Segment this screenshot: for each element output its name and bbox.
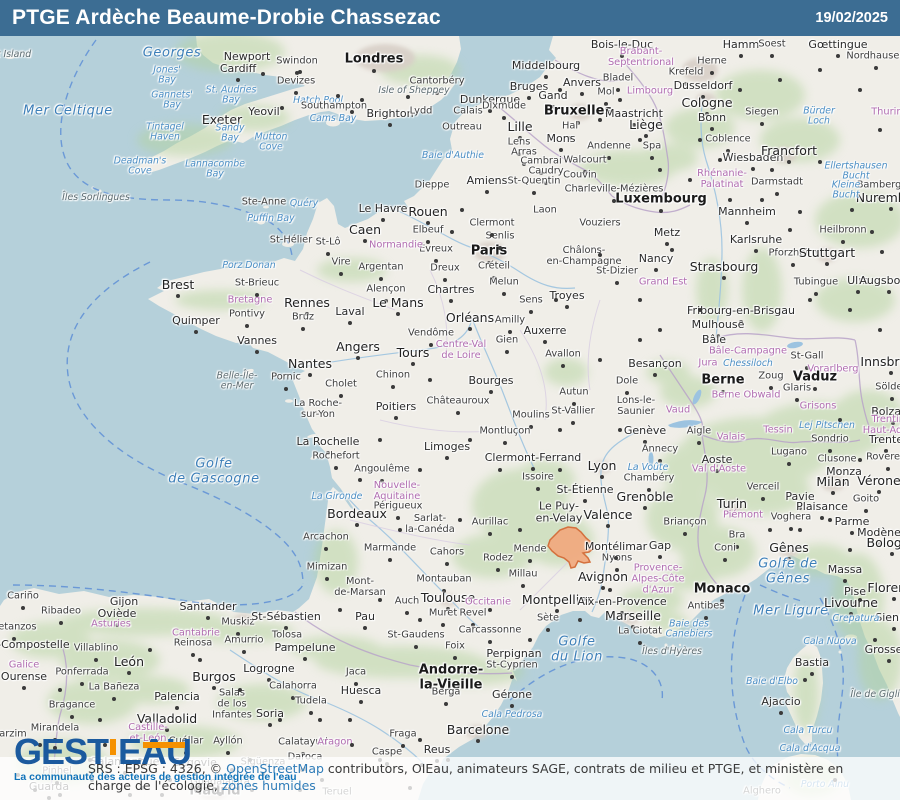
attribution-bar: SRS : EPSG : 4326, © OpenStreetMap contr…: [0, 757, 900, 800]
lake-geneva: [668, 420, 703, 428]
wetlands-link[interactable]: zones humides: [221, 778, 316, 794]
page-title: PTGE Ardèche Beaume-Drobie Chassezac: [12, 6, 441, 29]
rivers: [229, 94, 723, 766]
gesteau-logo-text: GEST EAU: [14, 731, 192, 772]
belle-ile-island: [242, 368, 254, 376]
logo-dash-mark: [143, 742, 185, 748]
country-borders: [49, 59, 876, 791]
isle-of-wight: [326, 119, 340, 127]
osm-link[interactable]: OpenStreetMap: [226, 761, 324, 777]
header-date: 19/02/2025: [815, 10, 888, 26]
attribution-text: SRS : EPSG : 4326, © OpenStreetMap contr…: [88, 761, 890, 795]
header-bar: PTGE Ardèche Beaume-Drobie Chassezac 19/…: [0, 0, 900, 36]
attribution-prefix: SRS : EPSG : 4326, ©: [88, 761, 227, 777]
attribution-middle: contributors, OIEau, animateurs SAGE, co…: [88, 761, 844, 794]
logo-apostrophe-mark: [110, 739, 117, 755]
jersey-island: [282, 241, 294, 247]
gesteau-logo[interactable]: GEST EAU La communauté des acteurs de ges…: [14, 731, 297, 784]
logo-tagline: La communauté des acteurs de gestion int…: [14, 771, 297, 783]
highlight-polygon[interactable]: [547, 526, 595, 569]
region-borders: [299, 269, 601, 611]
lakes: [648, 341, 803, 466]
maritime-boundaries: [12, 39, 844, 789]
